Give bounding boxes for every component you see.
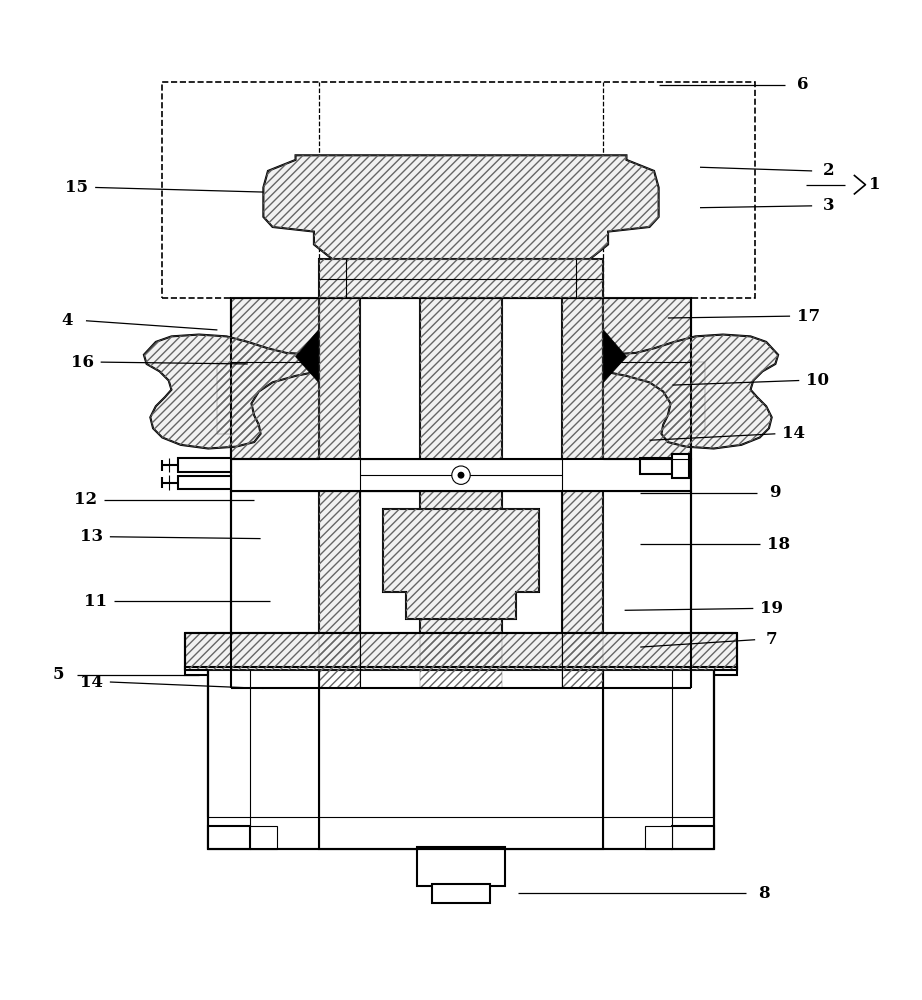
Text: 11: 11 bbox=[84, 593, 107, 610]
Text: 12: 12 bbox=[75, 491, 98, 508]
Polygon shape bbox=[218, 298, 318, 459]
Polygon shape bbox=[264, 155, 658, 259]
Text: 9: 9 bbox=[770, 484, 781, 501]
Text: 14: 14 bbox=[80, 674, 103, 691]
Polygon shape bbox=[144, 335, 318, 449]
Polygon shape bbox=[231, 459, 691, 491]
Text: 1: 1 bbox=[869, 176, 881, 193]
Text: 15: 15 bbox=[65, 179, 89, 196]
Text: 14: 14 bbox=[782, 425, 805, 442]
Polygon shape bbox=[383, 509, 539, 619]
Text: 13: 13 bbox=[80, 528, 103, 545]
Bar bbox=[162, 82, 755, 298]
Bar bbox=[417, 847, 505, 886]
Polygon shape bbox=[185, 633, 737, 670]
Bar bbox=[185, 667, 737, 675]
Text: 7: 7 bbox=[766, 631, 777, 648]
Circle shape bbox=[452, 466, 470, 484]
Polygon shape bbox=[420, 298, 502, 688]
Polygon shape bbox=[562, 298, 604, 688]
Bar bbox=[672, 826, 714, 849]
Text: 16: 16 bbox=[71, 354, 94, 371]
Polygon shape bbox=[604, 330, 626, 382]
Bar bbox=[644, 826, 672, 849]
Bar bbox=[178, 476, 231, 489]
Text: 10: 10 bbox=[806, 372, 829, 389]
Text: 8: 8 bbox=[759, 885, 770, 902]
Bar bbox=[178, 458, 231, 472]
Text: 2: 2 bbox=[822, 162, 834, 179]
Polygon shape bbox=[604, 298, 704, 459]
Text: 4: 4 bbox=[62, 312, 74, 329]
Text: 19: 19 bbox=[761, 600, 783, 617]
Polygon shape bbox=[318, 298, 360, 688]
Text: 18: 18 bbox=[766, 536, 790, 553]
Text: 6: 6 bbox=[798, 76, 809, 93]
Text: 17: 17 bbox=[797, 308, 820, 325]
Polygon shape bbox=[296, 330, 318, 382]
Circle shape bbox=[458, 472, 464, 478]
Polygon shape bbox=[318, 259, 604, 298]
Bar bbox=[318, 670, 604, 849]
Bar bbox=[672, 454, 689, 478]
Polygon shape bbox=[604, 335, 778, 449]
Bar bbox=[208, 826, 250, 849]
Text: 5: 5 bbox=[53, 666, 65, 683]
Bar bbox=[250, 826, 278, 849]
Text: 3: 3 bbox=[822, 197, 834, 214]
Bar bbox=[431, 884, 491, 903]
Bar bbox=[640, 458, 672, 474]
Bar bbox=[208, 670, 714, 849]
